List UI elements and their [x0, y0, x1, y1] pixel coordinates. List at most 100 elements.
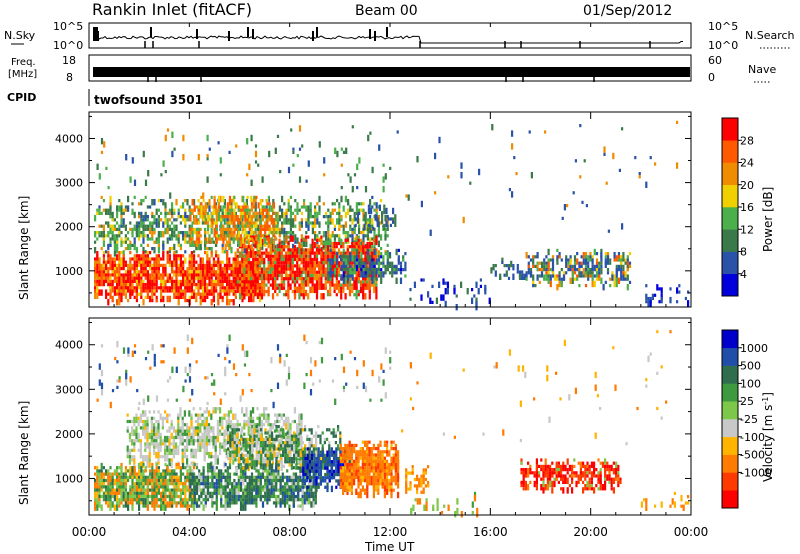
power-cell — [124, 224, 127, 228]
velocity-cell — [142, 494, 145, 502]
power-cell — [129, 176, 132, 183]
power-cell — [233, 195, 236, 199]
power-cell — [248, 234, 251, 238]
power-cell — [257, 243, 260, 251]
velocity-cell — [135, 472, 138, 476]
velocity-cell — [131, 432, 134, 436]
power-cell — [217, 195, 221, 203]
power-cell — [285, 240, 288, 244]
power-cell — [362, 257, 365, 262]
velocity-cell — [116, 466, 119, 470]
power-cell — [460, 172, 463, 179]
power-cell — [562, 274, 566, 281]
power-cell — [135, 254, 138, 258]
velocity-cell — [239, 498, 243, 502]
velocity-cell — [102, 478, 105, 486]
power-cell — [340, 186, 343, 190]
velocity-cell — [202, 469, 205, 476]
power-cell — [370, 251, 374, 255]
velocity-cell — [153, 491, 156, 495]
velocity-cell — [190, 498, 193, 505]
power-cell — [208, 199, 211, 206]
power-cell — [265, 267, 268, 271]
power-cell — [98, 173, 101, 180]
power-cell — [615, 277, 618, 284]
power-cell — [166, 286, 169, 290]
power-cell — [182, 215, 185, 222]
power-cell — [213, 202, 216, 209]
power-cell — [149, 260, 152, 264]
power-cell — [149, 205, 152, 209]
power-cell — [100, 283, 103, 287]
power-cell — [346, 283, 349, 290]
velocity-cell — [242, 488, 245, 492]
velocity-cell — [248, 478, 251, 486]
power-cell — [274, 254, 277, 258]
velocity-cell — [210, 439, 213, 443]
velocity-cell — [168, 491, 171, 495]
velocity-cell — [228, 462, 232, 467]
power-cell — [676, 162, 679, 169]
power-cell — [580, 255, 583, 259]
power-cell — [129, 227, 132, 231]
power-cell — [282, 270, 286, 274]
power-cell — [338, 255, 341, 259]
power-cell — [276, 227, 279, 235]
power-cell — [364, 261, 367, 265]
power-cell — [168, 211, 171, 215]
power-cell — [527, 255, 530, 259]
power-cell — [329, 248, 332, 252]
power-cell — [360, 271, 363, 278]
velocity-cell — [221, 426, 224, 430]
power-cell — [127, 195, 130, 203]
power-cell — [593, 264, 596, 268]
power-cell — [455, 294, 458, 298]
power-cell — [307, 254, 310, 258]
power-cell — [589, 274, 592, 278]
velocity-cell — [182, 498, 185, 502]
power-cell — [162, 295, 165, 303]
power-cell — [292, 231, 295, 235]
power-cell — [269, 273, 272, 278]
power-cell — [369, 271, 372, 275]
power-cell — [471, 297, 474, 304]
velocity-cell — [263, 423, 266, 427]
power-cell — [475, 281, 478, 288]
power-cell — [215, 240, 218, 244]
power-cell — [318, 280, 321, 284]
velocity-cell — [102, 498, 105, 502]
power-cell — [138, 273, 141, 280]
velocity-cell — [243, 445, 246, 452]
velocity-cell — [199, 413, 202, 420]
power-cell — [213, 221, 216, 225]
power-cell — [188, 286, 191, 290]
power-cell — [392, 217, 395, 224]
power-cell — [399, 268, 403, 272]
power-cell — [252, 238, 255, 242]
velocity-cell — [226, 472, 229, 476]
power-cell — [296, 264, 299, 268]
power-cell — [327, 208, 330, 212]
velocity-cell — [155, 462, 158, 467]
power-cell — [320, 280, 323, 284]
velocity-cell — [177, 419, 180, 424]
y-tick-label: 1000 — [55, 265, 83, 278]
velocity-cell — [144, 445, 147, 449]
power-cell — [173, 218, 176, 222]
power-cell — [206, 270, 209, 274]
velocity-cell — [192, 455, 195, 459]
power-cell — [638, 175, 641, 179]
power-cell — [116, 247, 119, 254]
power-cell — [331, 258, 334, 265]
power-cell — [571, 264, 574, 268]
power-cell — [105, 221, 108, 225]
power-cell — [503, 264, 506, 268]
power-cell — [512, 264, 515, 271]
power-cell — [239, 224, 242, 228]
power-cell — [260, 273, 264, 281]
power-cell — [334, 147, 337, 154]
power-cell — [217, 299, 220, 306]
velocity-cell — [189, 485, 192, 489]
velocity-cell — [177, 482, 180, 486]
power-cell — [228, 199, 232, 206]
